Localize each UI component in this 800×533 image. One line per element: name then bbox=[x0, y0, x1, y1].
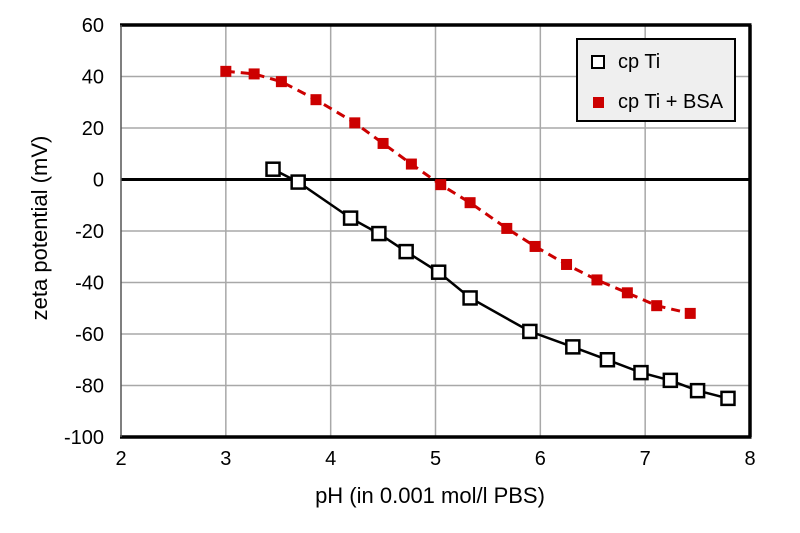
data-point-cp-ti bbox=[689, 382, 706, 399]
data-point-cp-ti-bsa bbox=[275, 76, 287, 88]
data-point-cp-ti-bsa bbox=[501, 222, 513, 234]
filled-square-marker-icon bbox=[593, 96, 604, 108]
series-line-cp-ti bbox=[272, 168, 729, 400]
data-point-cp-ti-bsa bbox=[435, 179, 447, 191]
data-point-cp-ti bbox=[371, 225, 387, 242]
y-tick-label-40: 40 bbox=[82, 67, 104, 89]
data-point-cp-ti-bsa bbox=[591, 274, 603, 286]
data-point-cp-ti bbox=[633, 364, 649, 381]
data-point-cp-ti-bsa bbox=[529, 240, 541, 252]
series-line-cp-ti-bsa bbox=[225, 69, 691, 315]
x-tick-label-3: 3 bbox=[220, 448, 231, 470]
data-point-cp-ti bbox=[720, 390, 736, 407]
data-point-cp-ti-bsa bbox=[405, 158, 417, 170]
data-point-cp-ti bbox=[522, 323, 538, 340]
legend-label-cp-ti-bsa: cp Ti + BSA bbox=[618, 90, 724, 113]
y-tick-label--60: -60 bbox=[75, 324, 104, 346]
y-axis-title: zeta potential (mV) bbox=[27, 135, 52, 321]
legend-item-cp-ti: cp Ti bbox=[591, 48, 660, 76]
y-tick-label--40: -40 bbox=[75, 273, 104, 295]
data-point-cp-ti-bsa bbox=[561, 258, 573, 270]
x-tick-label-4: 4 bbox=[325, 448, 336, 470]
legend: cp Ti cp Ti + BSA bbox=[576, 38, 736, 122]
y-tick-label--80: -80 bbox=[75, 376, 104, 398]
data-point-cp-ti bbox=[430, 264, 447, 280]
data-point-cp-ti bbox=[290, 174, 306, 190]
y-tick-label-20: 20 bbox=[82, 118, 104, 140]
x-axis-title: pH (in 0.001 mol/l PBS) bbox=[315, 483, 545, 508]
data-point-cp-ti bbox=[398, 243, 414, 260]
legend-item-cp-ti-bsa: cp Ti + BSA bbox=[591, 88, 723, 116]
x-tick-label-6: 6 bbox=[535, 448, 546, 470]
data-point-cp-ti-bsa bbox=[651, 300, 663, 312]
data-point-cp-ti bbox=[565, 339, 581, 355]
data-point-cp-ti-bsa bbox=[349, 117, 361, 129]
open-square-marker-icon bbox=[591, 55, 605, 69]
x-tick-label-5: 5 bbox=[430, 448, 441, 470]
data-point-cp-ti-bsa bbox=[220, 65, 232, 77]
data-point-cp-ti bbox=[662, 372, 679, 389]
data-point-cp-ti-bsa bbox=[464, 197, 476, 209]
y-tick-label-0: 0 bbox=[93, 170, 104, 192]
y-tick-label--100: -100 bbox=[64, 427, 104, 449]
x-tick-label-8: 8 bbox=[744, 448, 755, 470]
data-point-cp-ti bbox=[462, 290, 478, 306]
data-point-cp-ti-bsa bbox=[310, 94, 322, 106]
data-point-cp-ti bbox=[599, 352, 616, 368]
legend-label-cp-ti: cp Ti bbox=[618, 50, 661, 73]
x-tick-label-7: 7 bbox=[640, 448, 651, 470]
y-tick-label-60: 60 bbox=[82, 15, 104, 37]
data-point-cp-ti-bsa bbox=[684, 307, 696, 319]
data-point-cp-ti-bsa bbox=[377, 137, 389, 149]
x-tick-label-2: 2 bbox=[115, 448, 126, 470]
data-point-cp-ti bbox=[342, 210, 359, 226]
data-point-cp-ti bbox=[265, 161, 281, 177]
data-point-cp-ti-bsa bbox=[248, 68, 260, 80]
data-point-cp-ti-bsa bbox=[621, 287, 633, 299]
y-tick-label--20: -20 bbox=[75, 221, 104, 243]
